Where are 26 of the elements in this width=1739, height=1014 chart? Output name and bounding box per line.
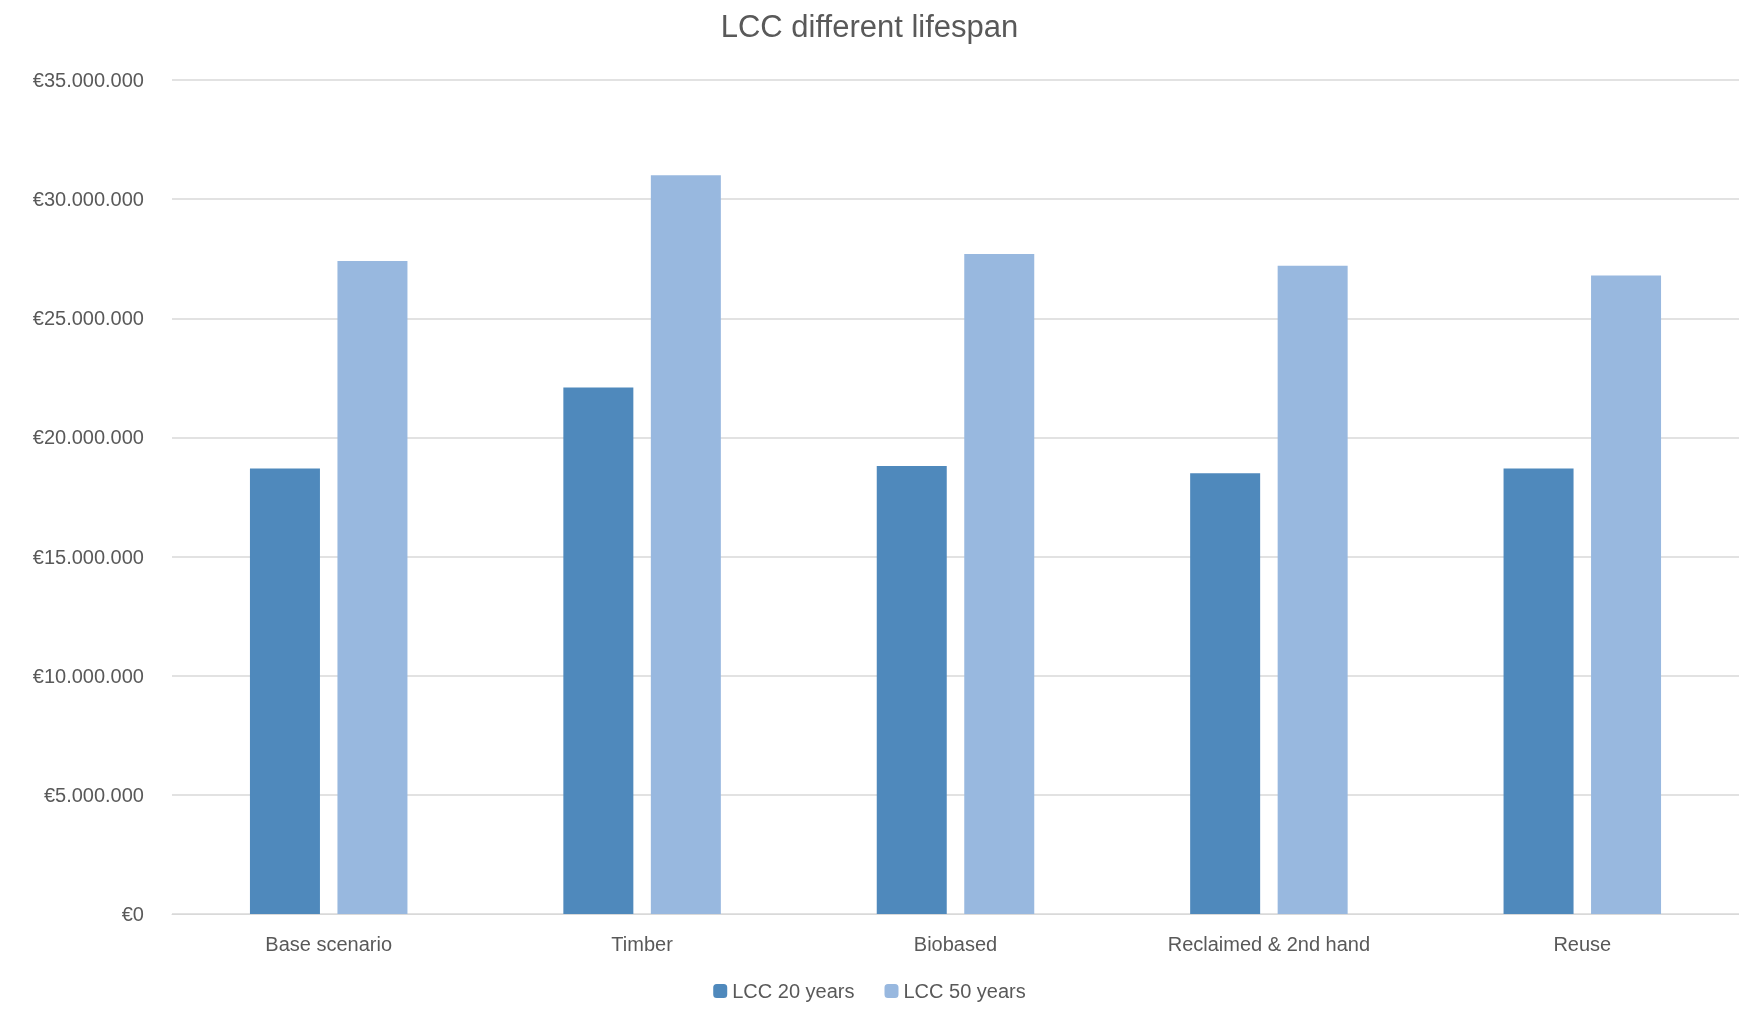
y-tick-label: €5.000.000 xyxy=(43,783,144,806)
y-tick-label: €20.000.000 xyxy=(32,426,144,449)
bar xyxy=(964,253,1035,914)
y-tick-label: €35.000.000 xyxy=(32,69,144,91)
x-tick-label: Reuse xyxy=(1553,933,1612,955)
bar xyxy=(337,261,408,914)
y-tick-label: €15.000.000 xyxy=(32,545,144,568)
chart-title: LCC different lifespan xyxy=(720,9,1019,44)
x-tick-label: Timber xyxy=(611,933,674,955)
bar xyxy=(1503,468,1574,914)
bar xyxy=(650,175,721,914)
bar xyxy=(249,468,320,914)
x-tick-label: Base scenario xyxy=(265,933,393,955)
y-tick-label: €30.000.000 xyxy=(32,188,144,211)
y-tick-label: €0 xyxy=(121,903,144,925)
bar xyxy=(1277,265,1348,914)
legend-label: LCC 50 years xyxy=(903,980,1026,1002)
x-tick-label: Reclaimed & 2nd hand xyxy=(1167,933,1371,955)
legend-label: LCC 20 years xyxy=(732,980,855,1002)
y-tick-label: €25.000.000 xyxy=(32,307,144,330)
y-tick-label: €10.000.000 xyxy=(32,664,144,687)
bar xyxy=(1190,473,1261,914)
bar xyxy=(1591,275,1662,914)
bar xyxy=(876,466,947,914)
bar xyxy=(563,387,634,914)
x-tick-label: Biobased xyxy=(913,933,998,955)
